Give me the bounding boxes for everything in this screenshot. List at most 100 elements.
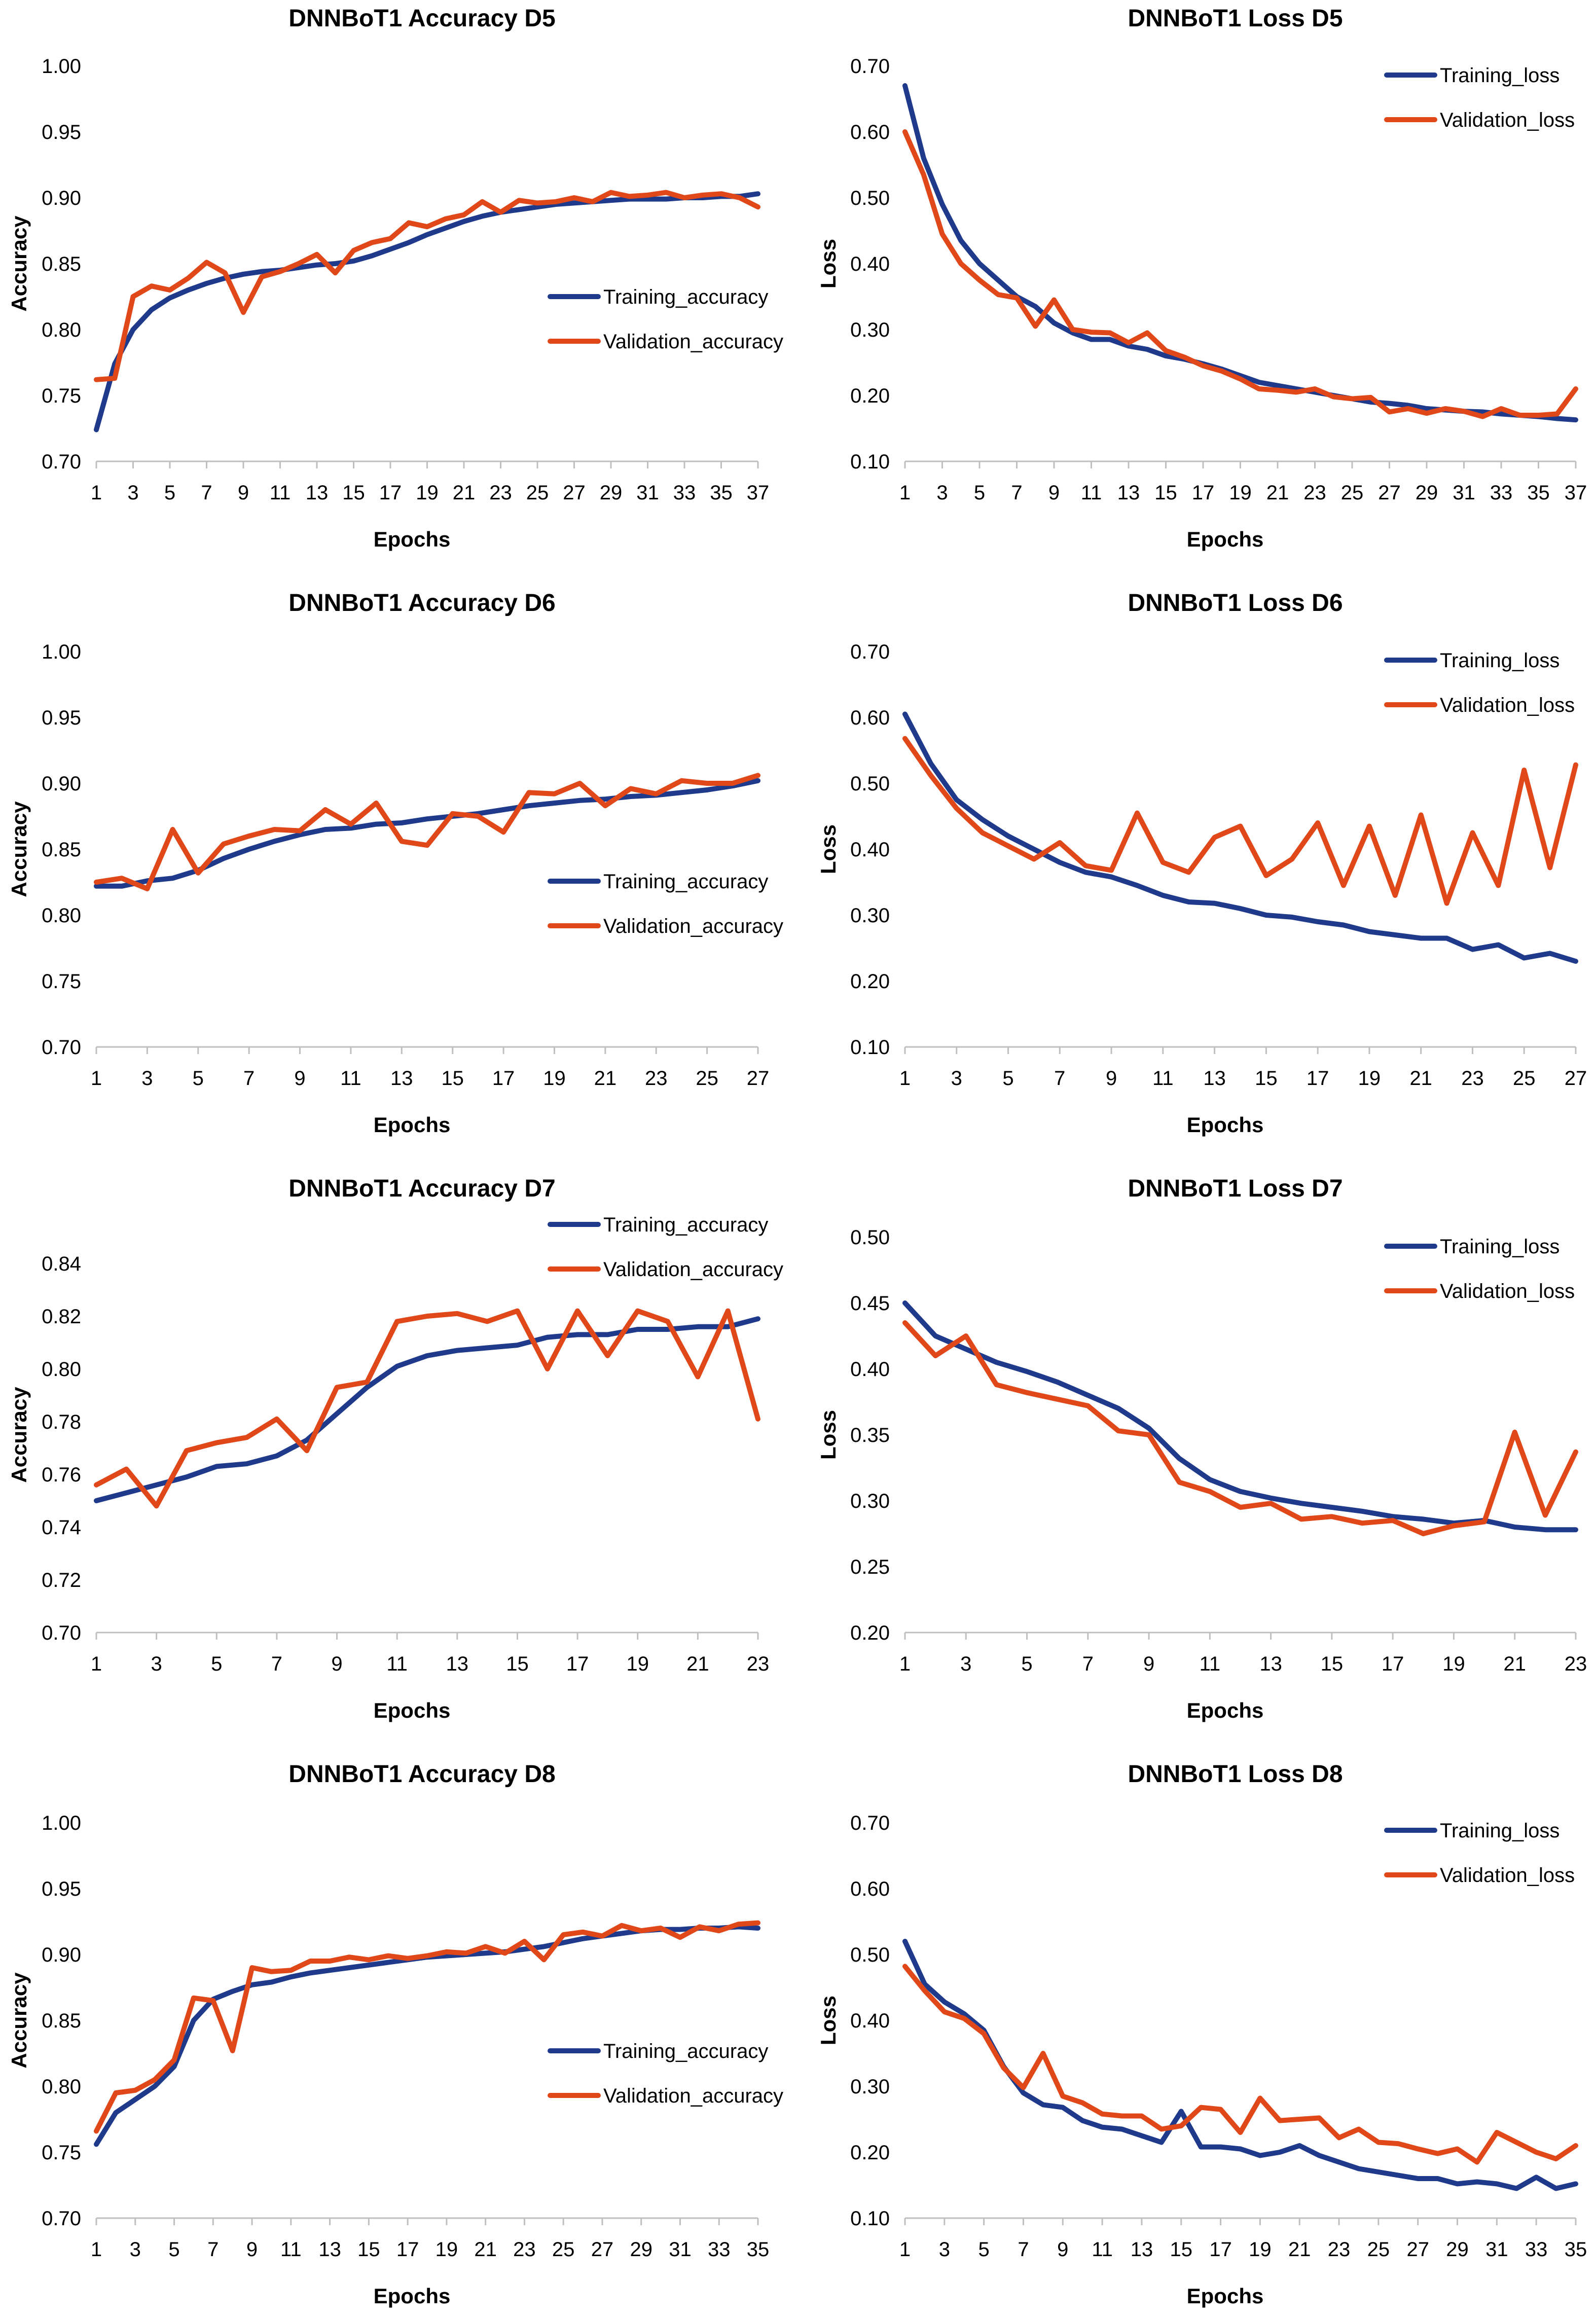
series-line-validation bbox=[902, 129, 1578, 419]
series-line-training bbox=[902, 711, 1578, 964]
y-tick-label: 0.70 bbox=[850, 641, 890, 663]
x-tick-label: 19 bbox=[1229, 482, 1252, 504]
series-line-training bbox=[902, 83, 1578, 423]
y-tick-label: 0.76 bbox=[42, 1464, 81, 1486]
y-tick-label: 0.30 bbox=[850, 1490, 890, 1512]
x-tick-label: 31 bbox=[636, 482, 659, 504]
y-tick-label: 0.84 bbox=[42, 1253, 81, 1275]
x-tick-label: 27 bbox=[1378, 482, 1401, 504]
y-tick-label: 0.70 bbox=[42, 1036, 81, 1059]
y-tick-label: 0.30 bbox=[850, 904, 890, 927]
x-tick-label: 7 bbox=[1082, 1653, 1094, 1675]
legend-label: Validation_loss bbox=[1440, 109, 1575, 131]
x-tick-label: 3 bbox=[936, 482, 948, 504]
series-line-validation bbox=[94, 773, 760, 891]
y-tick-label: 0.70 bbox=[850, 55, 890, 78]
x-tick-label: 1 bbox=[91, 1067, 102, 1090]
x-tick-label: 13 bbox=[318, 2238, 341, 2261]
x-tick-label: 23 bbox=[1565, 1653, 1587, 1675]
x-tick-label: 11 bbox=[270, 482, 291, 504]
x-tick-label: 11 bbox=[1152, 1067, 1174, 1090]
x-tick-label: 19 bbox=[626, 1653, 649, 1675]
x-tick-label: 19 bbox=[436, 2238, 458, 2261]
y-tick-label: 0.40 bbox=[850, 2010, 890, 2032]
legend-label: Validation_loss bbox=[1440, 694, 1575, 716]
x-axis-label: Epochs bbox=[1187, 2284, 1264, 2308]
x-axis-label: Epochs bbox=[374, 1698, 451, 1722]
x-tick-label: 15 bbox=[1255, 1067, 1278, 1090]
y-tick-label: 0.60 bbox=[850, 121, 890, 143]
x-tick-label: 25 bbox=[1367, 2238, 1390, 2261]
x-tick-label: 7 bbox=[207, 2238, 219, 2261]
legend-label: Validation_accuracy bbox=[603, 331, 783, 353]
x-tick-label: 21 bbox=[1409, 1067, 1432, 1090]
y-tick-label: 0.50 bbox=[850, 1226, 890, 1249]
x-tick-label: 9 bbox=[1057, 2238, 1068, 2261]
x-tick-label: 23 bbox=[513, 2238, 536, 2261]
x-tick-label: 33 bbox=[1525, 2238, 1548, 2261]
x-tick-label: 35 bbox=[1527, 482, 1550, 504]
x-tick-label: 5 bbox=[1002, 1067, 1013, 1090]
y-tick-label: 0.80 bbox=[42, 1358, 81, 1381]
x-tick-label: 33 bbox=[708, 2238, 731, 2261]
x-tick-label: 11 bbox=[1200, 1653, 1221, 1675]
x-tick-label: 23 bbox=[645, 1067, 668, 1090]
y-tick-label: 0.30 bbox=[850, 2076, 890, 2098]
x-tick-label: 9 bbox=[246, 2238, 258, 2261]
x-tick-label: 1 bbox=[91, 2238, 102, 2261]
x-tick-label: 25 bbox=[1341, 482, 1364, 504]
series-line-training bbox=[902, 1939, 1578, 2191]
x-tick-label: 11 bbox=[340, 1067, 361, 1090]
y-tick-label: 0.75 bbox=[42, 2142, 81, 2164]
x-tick-label: 9 bbox=[294, 1067, 305, 1090]
x-tick-label: 3 bbox=[951, 1067, 962, 1090]
chart-panel-1: DNNBoT1 Accuracy D5 0.70 0.75 0.80 0.85 0.90 0… bbox=[7, 5, 783, 551]
x-tick-label: 1 bbox=[91, 1653, 102, 1675]
x-tick-label: 25 bbox=[1513, 1067, 1536, 1090]
y-tick-label: 0.40 bbox=[850, 1358, 890, 1381]
x-tick-label: 19 bbox=[416, 482, 439, 504]
x-tick-label: 9 bbox=[238, 482, 249, 504]
y-tick-label: 0.85 bbox=[42, 253, 81, 275]
y-tick-label: 0.70 bbox=[42, 451, 81, 473]
x-tick-label: 13 bbox=[1131, 2238, 1153, 2261]
y-tick-label: 0.60 bbox=[850, 707, 890, 729]
x-tick-label: 17 bbox=[492, 1067, 515, 1090]
chart-title: DNNBoT1 Loss D8 bbox=[1128, 1761, 1343, 1788]
x-axis-label: Epochs bbox=[374, 527, 451, 551]
x-tick-label: 1 bbox=[899, 1653, 911, 1675]
x-tick-label: 5 bbox=[193, 1067, 204, 1090]
x-tick-label: 7 bbox=[1018, 2238, 1029, 2261]
x-tick-label: 21 bbox=[594, 1067, 617, 1090]
y-tick-label: 0.90 bbox=[42, 1944, 81, 1966]
x-tick-label: 3 bbox=[141, 1067, 153, 1090]
x-tick-label: 3 bbox=[151, 1653, 162, 1675]
y-tick-label: 0.70 bbox=[42, 1622, 81, 1644]
legend-label: Validation_loss bbox=[1440, 1864, 1575, 1887]
chart-panel-6: DNNBoT1 Loss D7 0.20 0.25 0.30 0.35 0.40 0.45 0… bbox=[816, 1175, 1587, 1722]
y-tick-label: 0.40 bbox=[850, 839, 890, 861]
x-tick-label: 17 bbox=[1192, 482, 1215, 504]
y-tick-label: 0.30 bbox=[850, 319, 890, 341]
legend-label: Training_accuracy bbox=[603, 286, 768, 308]
y-axis-label: Loss bbox=[816, 824, 840, 874]
y-tick-label: 0.40 bbox=[850, 253, 890, 275]
x-tick-label: 29 bbox=[1446, 2238, 1469, 2261]
y-tick-label: 0.95 bbox=[42, 1878, 81, 1900]
y-axis-label: Loss bbox=[816, 239, 840, 288]
x-tick-label: 27 bbox=[747, 1067, 770, 1090]
y-tick-label: 0.50 bbox=[850, 773, 890, 795]
x-tick-label: 13 bbox=[446, 1653, 469, 1675]
x-tick-label: 11 bbox=[1081, 482, 1102, 504]
y-tick-label: 0.85 bbox=[42, 839, 81, 861]
x-tick-label: 15 bbox=[342, 482, 365, 504]
x-tick-label: 7 bbox=[1011, 482, 1022, 504]
y-tick-label: 0.78 bbox=[42, 1411, 81, 1433]
x-tick-label: 5 bbox=[978, 2238, 990, 2261]
y-tick-label: 0.10 bbox=[850, 2207, 890, 2230]
x-tick-label: 5 bbox=[164, 482, 175, 504]
x-axis-label: Epochs bbox=[374, 1113, 451, 1137]
x-tick-label: 31 bbox=[669, 2238, 692, 2261]
chart-title: DNNBoT1 Loss D5 bbox=[1128, 5, 1343, 32]
